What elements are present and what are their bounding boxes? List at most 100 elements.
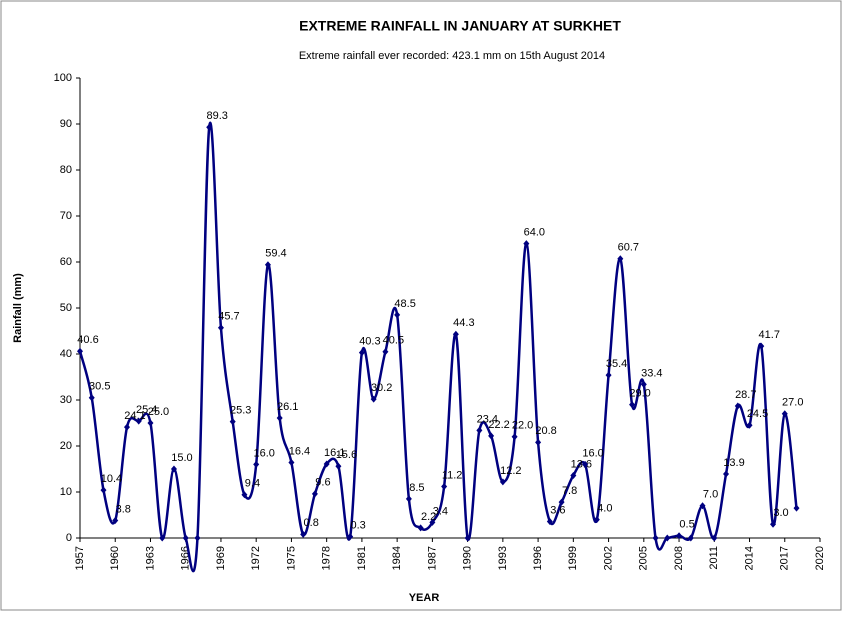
x-tick-label: 2002: [602, 546, 614, 570]
data-label: 59.4: [265, 248, 286, 260]
data-label: 45.7: [218, 311, 239, 323]
data-point: [217, 324, 224, 332]
data-label: 0.8: [304, 517, 319, 529]
data-point: [464, 534, 471, 542]
data-label: 64.0: [524, 227, 545, 239]
data-label: 7.8: [562, 485, 577, 497]
data-point: [241, 491, 248, 499]
x-tick-label: 2008: [673, 546, 685, 570]
data-label: 12.2: [500, 465, 521, 477]
data-label: 4.0: [597, 503, 612, 515]
data-point: [182, 534, 189, 542]
data-label: 3.4: [433, 505, 448, 517]
data-label: 27.0: [782, 397, 803, 409]
data-point: [159, 534, 166, 542]
data-point: [288, 459, 295, 467]
data-label: 16.0: [582, 447, 603, 459]
data-label: 28.7: [735, 389, 756, 401]
data-point: [264, 261, 271, 269]
data-point: [758, 342, 765, 350]
data-point: [417, 524, 424, 532]
x-tick-label: 1987: [426, 546, 438, 570]
data-label: 25.4: [136, 404, 157, 416]
y-tick-label: 40: [60, 348, 72, 360]
x-tick-label: 1981: [356, 546, 368, 570]
y-tick-label: 30: [60, 394, 72, 406]
data-point: [770, 520, 777, 528]
data-point: [629, 401, 636, 409]
data-point: [276, 414, 283, 422]
x-tick-label: 1990: [462, 546, 474, 570]
chart-subtitle: Extreme rainfall ever recorded: 423.1 mm…: [299, 50, 605, 62]
data-point: [582, 460, 589, 468]
data-point: [147, 419, 154, 427]
x-tick-label: 1963: [144, 546, 156, 570]
data-label: 22.2: [488, 419, 509, 431]
data-label: 8.5: [409, 482, 424, 494]
chart-title: EXTREME RAINFALL IN JANUARY AT SURKHET: [299, 18, 621, 34]
data-point: [100, 486, 107, 494]
data-point: [640, 380, 647, 388]
data-label: 22.0: [512, 420, 533, 432]
data-label: 15.6: [336, 449, 357, 461]
x-tick-label: 1960: [109, 546, 121, 570]
data-label: 40.5: [383, 335, 404, 347]
data-label: 26.1: [277, 401, 298, 413]
y-tick-label: 70: [60, 210, 72, 222]
y-tick-label: 50: [60, 302, 72, 314]
data-label: 40.3: [359, 336, 380, 348]
x-tick-label: 1996: [532, 546, 544, 570]
y-axis-label: Rainfall (mm): [12, 273, 24, 343]
data-point: [711, 534, 718, 542]
data-point: [511, 433, 518, 441]
data-point: [441, 482, 448, 490]
data-label: 89.3: [206, 110, 227, 122]
data-point: [546, 517, 553, 525]
x-tick-label: 1999: [567, 546, 579, 570]
data-label: 9.4: [245, 478, 260, 490]
data-label: 16.1: [324, 447, 345, 459]
x-tick-label: 1972: [250, 546, 262, 570]
data-point: [311, 490, 318, 498]
x-tick-label: 1975: [285, 546, 297, 570]
data-point: [405, 495, 412, 503]
data-label: 44.3: [453, 317, 474, 329]
x-axis-label: YEAR: [409, 592, 440, 604]
data-point: [253, 460, 260, 468]
data-label: 0.5: [679, 519, 694, 531]
y-tick-label: 100: [54, 72, 72, 84]
data-label: 0.3: [351, 520, 366, 532]
data-label: 20.8: [535, 425, 556, 437]
x-tick-label: 2020: [814, 546, 826, 570]
data-point: [335, 462, 342, 470]
data-point: [558, 498, 565, 506]
data-point: [476, 426, 483, 434]
data-point: [382, 348, 389, 356]
data-label: 15.0: [171, 452, 192, 464]
data-label: 13.6: [571, 458, 592, 470]
data-point: [499, 478, 506, 486]
x-tick-label: 1957: [74, 546, 86, 570]
data-label: 23.4: [477, 413, 498, 425]
data-label: 11.2: [442, 469, 463, 481]
data-point: [676, 532, 683, 540]
data-label: 25.3: [230, 405, 251, 417]
data-point: [300, 530, 307, 538]
data-point: [358, 349, 365, 357]
data-label: 16.4: [289, 445, 310, 457]
data-label: 30.2: [371, 382, 392, 394]
data-label: 29.0: [629, 388, 650, 400]
y-tick-label: 0: [66, 532, 72, 544]
data-point: [488, 432, 495, 440]
y-tick-label: 90: [60, 118, 72, 130]
y-tick-label: 20: [60, 440, 72, 452]
data-label: 35.4: [606, 358, 627, 370]
data-label: 13.9: [723, 457, 744, 469]
data-point: [170, 465, 177, 473]
data-point: [88, 394, 95, 402]
data-point: [347, 533, 354, 541]
data-point: [746, 421, 753, 429]
x-tick-label: 2005: [638, 546, 650, 570]
data-point: [394, 311, 401, 319]
data-point: [123, 423, 130, 431]
